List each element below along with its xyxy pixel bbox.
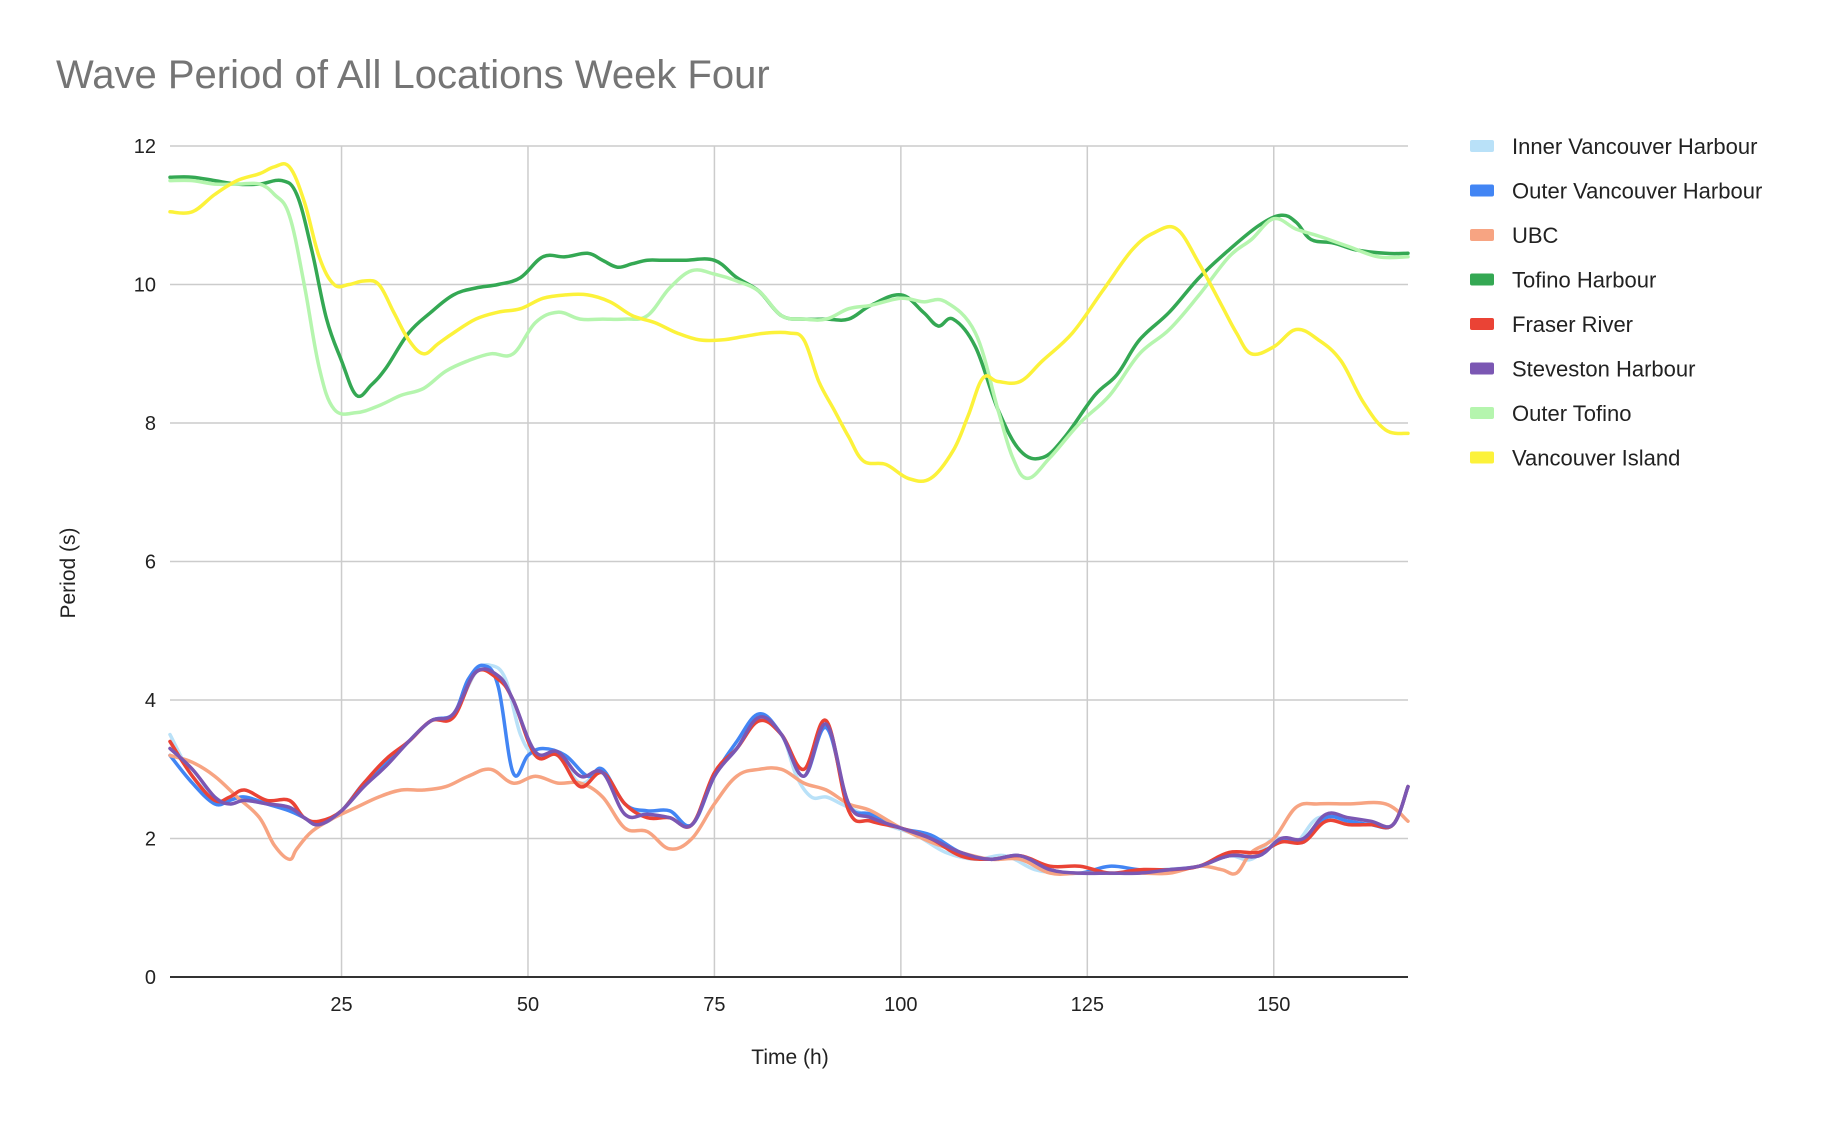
legend-swatch-outer-vancouver-harbour [1470,184,1494,197]
y-tick-label: 2 [145,829,156,851]
legend-swatch-ubc [1470,229,1494,241]
series-line-outer-vancouver-harbour [168,663,1410,876]
legend-label-ubc: UBC [1512,223,1559,248]
legend-label-tofino-harbour: Tofino Harbour [1512,268,1656,293]
x-tick-label: 150 [1257,994,1290,1016]
legend: Inner Vancouver Harbour Outer Vancouver H… [1470,134,1762,471]
x-tick-label: 100 [884,994,917,1016]
legend-swatch-inner-vancouver-harbour [1470,140,1494,152]
legend-label-outer-vancouver-harbour: Outer Vancouver Harbour [1512,179,1762,204]
legend-label-outer-tofino: Outer Tofino [1512,401,1631,426]
y-tick-label: 12 [134,136,156,158]
x-tick-label: 125 [1071,994,1104,1016]
legend-label-inner-vancouver-harbour: Inner Vancouver Harbour [1512,134,1757,159]
series-line-inner-vancouver-harbour [168,662,1410,876]
tick-labels: 0 2 4 6 8 10 12 25 50 75 100 125 150 [134,136,1291,1016]
series-line-steveston-harbour [168,667,1410,876]
chart-title: Wave Period of All Locations Week Four [56,53,770,97]
series-lines [168,161,1410,876]
legend-swatch-vancouver-island [1470,451,1494,464]
legend-swatch-outer-tofino [1470,407,1494,419]
legend-swatch-steveston-harbour [1470,362,1494,375]
x-tick-label: 75 [703,994,725,1016]
x-axis-title: Time (h) [751,1046,828,1069]
y-tick-label: 8 [145,413,156,435]
legend-swatch-fraser-river [1470,318,1494,330]
legend-swatch-tofino-harbour [1470,273,1494,286]
series-line-vancouver-island [168,161,1410,484]
y-tick-label: 6 [145,552,156,574]
series-line-tofino-harbour [168,175,1410,461]
legend-label-steveston-harbour: Steveston Harbour [1512,357,1695,382]
legend-label-vancouver-island: Vancouver Island [1512,446,1680,471]
legend-label-fraser-river: Fraser River [1512,312,1633,337]
y-axis-title: Period (s) [57,527,80,618]
x-tick-label: 25 [330,994,352,1016]
series-line-outer-tofino [168,178,1410,481]
x-tick-label: 50 [517,994,539,1016]
gridlines [170,145,1408,977]
y-tick-label: 0 [145,967,156,989]
y-tick-label: 10 [134,275,156,297]
y-tick-label: 4 [145,690,156,712]
